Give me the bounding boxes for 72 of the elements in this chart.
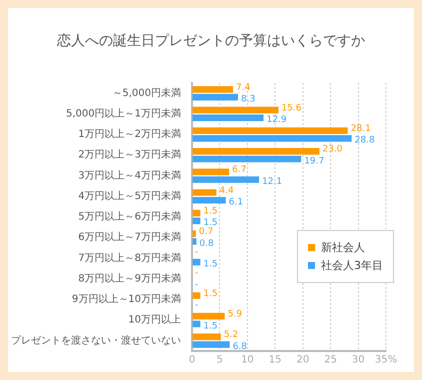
y-tick-label: 2万円以上～3万円未満	[78, 148, 181, 161]
y-tick-label: 6万円以上～7万円未満	[78, 231, 181, 244]
y-tick-label: 10万円以上	[128, 314, 181, 326]
y-tick-label: 8万円以上～9万円未満	[78, 272, 181, 284]
bar	[192, 168, 230, 176]
data-label: -	[195, 268, 198, 278]
legend-label: 新社会人	[321, 240, 365, 255]
x-tick-label: 5	[216, 354, 223, 366]
data-label: 7.4	[236, 82, 251, 93]
y-tick-label: プレゼントを渡さない・渡せていない	[11, 334, 181, 346]
bar	[192, 148, 320, 155]
bar	[192, 320, 200, 328]
y-tick-label: 7万円以上～8万円未満	[78, 252, 181, 264]
y-tick-label: 5万円以上～6万円未満	[78, 210, 181, 223]
bar	[192, 334, 221, 340]
x-tick-label: 15	[268, 354, 282, 366]
bar	[192, 127, 348, 134]
data-label: 28.1	[350, 124, 371, 134]
x-tick-label: 30	[352, 354, 365, 366]
data-label: -	[195, 248, 198, 258]
data-label: 19.7	[304, 156, 324, 166]
chart-title: 恋人への誕生日プレゼントの予算はいくらですか	[56, 32, 366, 50]
bar	[192, 114, 264, 122]
x-tick-label: 20	[296, 354, 310, 366]
data-label: 1.5	[203, 206, 218, 216]
bar	[192, 106, 278, 114]
bar	[192, 341, 230, 348]
x-tick-label: 25	[324, 354, 337, 366]
data-label: 6.7	[232, 165, 246, 176]
legend-label: 社会人3年目	[321, 258, 383, 273]
bar	[192, 156, 302, 162]
data-label: 4.4	[219, 186, 234, 196]
y-tick-label: 9万円以上～10万円未満	[72, 293, 181, 306]
bar	[192, 218, 200, 224]
data-label: 1.5	[203, 288, 218, 299]
bar	[192, 86, 234, 93]
data-label: 1.5	[203, 321, 218, 332]
data-label: 0.7	[198, 227, 214, 238]
bar	[192, 189, 216, 196]
bar	[192, 258, 200, 266]
bar	[192, 176, 260, 183]
data-label: 12.9	[266, 115, 287, 126]
x-tick-label: 10	[241, 354, 254, 366]
y-tick-label: ～5,000円未満	[112, 86, 181, 99]
data-label: 5.2	[224, 330, 238, 340]
data-label: 0.8	[199, 238, 214, 249]
data-label: 28.8	[354, 136, 375, 146]
x-tick-label: 35%	[374, 354, 398, 366]
x-tick-label: 0	[188, 354, 196, 366]
bar	[192, 135, 352, 142]
y-tick-label: 3万円以上～4万円未満	[78, 169, 181, 182]
data-label: 15.6	[281, 103, 302, 114]
bar	[192, 238, 196, 245]
bar	[192, 230, 196, 238]
data-label: -	[195, 300, 198, 311]
bar	[192, 196, 226, 204]
bar	[192, 94, 238, 100]
y-tick-label: 5,000円以上～1万円未満	[66, 108, 181, 120]
data-label: 8.3	[241, 94, 256, 105]
data-label: 12.1	[262, 176, 282, 187]
bar	[192, 312, 225, 320]
data-label: 1.5	[203, 259, 218, 270]
data-label: -	[195, 280, 198, 290]
y-tick-label: 4万円以上～5万円未満	[78, 190, 181, 202]
data-label: 1.5	[203, 218, 218, 228]
data-label: 5.9	[228, 310, 242, 320]
bar	[192, 292, 200, 299]
data-label: 23.0	[322, 144, 343, 155]
bar	[192, 210, 200, 216]
data-label: 6.1	[228, 198, 244, 208]
y-tick-label: 1万円以上～2万円未満	[78, 128, 181, 140]
data-label: 6.8	[232, 342, 248, 352]
